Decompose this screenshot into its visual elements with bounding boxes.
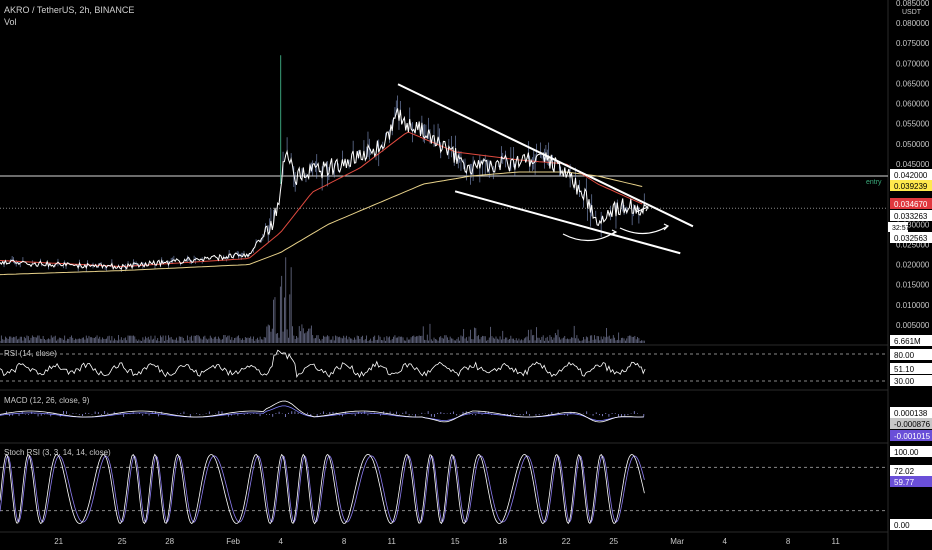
macd-tag-bg bbox=[890, 430, 932, 441]
rsi-tag-bg bbox=[890, 349, 932, 360]
y-tick-label: 0.005000 bbox=[896, 321, 930, 330]
y-tick-label: 0.065000 bbox=[896, 79, 930, 88]
y-tick-label: 0.015000 bbox=[896, 281, 930, 290]
price-tag-bg bbox=[890, 210, 932, 221]
macd-tag: 0.000138 bbox=[894, 409, 928, 418]
rsi-tag: 51.10 bbox=[894, 365, 915, 374]
rsi-tag: 80.00 bbox=[894, 351, 915, 360]
price-tag: 0.039239 bbox=[894, 182, 928, 191]
x-tick-label: 18 bbox=[498, 537, 507, 546]
y-tick-label: 0.020000 bbox=[896, 261, 930, 270]
curve-arrow bbox=[619, 225, 669, 235]
x-tick-label: 11 bbox=[388, 537, 397, 546]
stoch-tag: 72.02 bbox=[894, 467, 915, 476]
rsi-tag-bg bbox=[890, 375, 932, 386]
ema-slow-line bbox=[0, 171, 643, 276]
y-tick-label: 0.050000 bbox=[896, 140, 930, 149]
currency-label: USDT bbox=[902, 9, 922, 16]
y-tick-label: 0.030000 bbox=[896, 220, 930, 229]
price-tag-bg bbox=[890, 198, 932, 209]
price-tag: 0.034670 bbox=[894, 200, 928, 209]
stoch-tag: 100.00 bbox=[894, 448, 919, 457]
y-tick-label: 0.075000 bbox=[896, 39, 930, 48]
x-tick-label: 25 bbox=[609, 537, 618, 546]
price-tag-bg bbox=[890, 169, 932, 180]
x-tick-label: 8 bbox=[786, 537, 791, 546]
x-tick-label: 4 bbox=[722, 537, 727, 546]
volume-tag: 6.661M bbox=[894, 337, 921, 346]
y-tick-label: 0.025000 bbox=[896, 240, 930, 249]
stoch-k-line bbox=[0, 453, 645, 525]
x-tick-label: 22 bbox=[562, 537, 571, 546]
countdown-bg bbox=[888, 222, 908, 232]
macd-line bbox=[0, 400, 644, 423]
macd-tag: -0.001015 bbox=[894, 432, 931, 441]
rsi-tag: 30.00 bbox=[894, 377, 915, 386]
volume-label: Vol bbox=[4, 17, 17, 27]
curve-arrow bbox=[562, 231, 616, 242]
y-tick-label: 0.045000 bbox=[896, 160, 930, 169]
stoch-tag-bg bbox=[890, 446, 932, 457]
stoch-tag-bg bbox=[890, 476, 932, 487]
x-tick-label: Feb bbox=[226, 537, 240, 546]
macd-title: MACD (12, 26, close, 9) bbox=[4, 396, 90, 405]
x-tick-label: 28 bbox=[165, 537, 174, 546]
entry-label: entry bbox=[866, 179, 882, 186]
rsi-tag-bg bbox=[890, 363, 932, 374]
x-tick-label: 8 bbox=[342, 537, 347, 546]
x-tick-label: Mar bbox=[670, 537, 684, 546]
macd-signal-line bbox=[0, 405, 644, 422]
stoch-tag-bg bbox=[890, 519, 932, 530]
stoch-tag: 0.00 bbox=[894, 521, 910, 530]
x-tick-label: 15 bbox=[451, 537, 460, 546]
y-tick-label: 0.010000 bbox=[896, 301, 930, 310]
price-tag-bg bbox=[890, 232, 932, 243]
stoch-title: Stoch RSI (3, 3, 14, 14, close) bbox=[4, 448, 111, 457]
x-tick-label: 11 bbox=[832, 537, 841, 546]
macd-tag: -0.000876 bbox=[894, 420, 931, 429]
y-tick-label: 0.080000 bbox=[896, 19, 930, 28]
price-tag: 0.033263 bbox=[894, 212, 928, 221]
stoch-tag: 59.77 bbox=[894, 478, 915, 487]
small-arrow bbox=[635, 204, 649, 213]
x-tick-label: 4 bbox=[278, 537, 283, 546]
y-tick-label: 0.060000 bbox=[896, 100, 930, 109]
x-tick-label: 21 bbox=[54, 537, 63, 546]
symbol-title[interactable]: AKRO / TetherUS, 2h, BINANCE bbox=[4, 5, 135, 15]
curve-arrow-head bbox=[663, 223, 670, 231]
stoch-tag-bg bbox=[890, 465, 932, 476]
x-tick-label: 25 bbox=[118, 537, 127, 546]
volume-tag-bg bbox=[890, 335, 932, 346]
price-tag: 0.042000 bbox=[894, 171, 928, 180]
price-tag: 0.032563 bbox=[894, 234, 928, 243]
rsi-line bbox=[0, 349, 646, 379]
macd-tag-bg bbox=[890, 418, 932, 429]
y-tick-label: 0.070000 bbox=[896, 59, 930, 68]
macd-tag-bg bbox=[890, 407, 932, 418]
y-tick-label: 0.055000 bbox=[896, 120, 930, 129]
lower-trendline bbox=[454, 190, 681, 255]
price-tag-bg bbox=[890, 180, 932, 191]
y-tick-label: 0.085000 bbox=[896, 0, 930, 8]
stoch-d-line bbox=[0, 455, 645, 523]
curve-arrow-head bbox=[610, 229, 618, 236]
price-line bbox=[0, 108, 645, 271]
countdown-label: 32:57 bbox=[892, 225, 910, 232]
upper-trendline bbox=[397, 83, 694, 228]
